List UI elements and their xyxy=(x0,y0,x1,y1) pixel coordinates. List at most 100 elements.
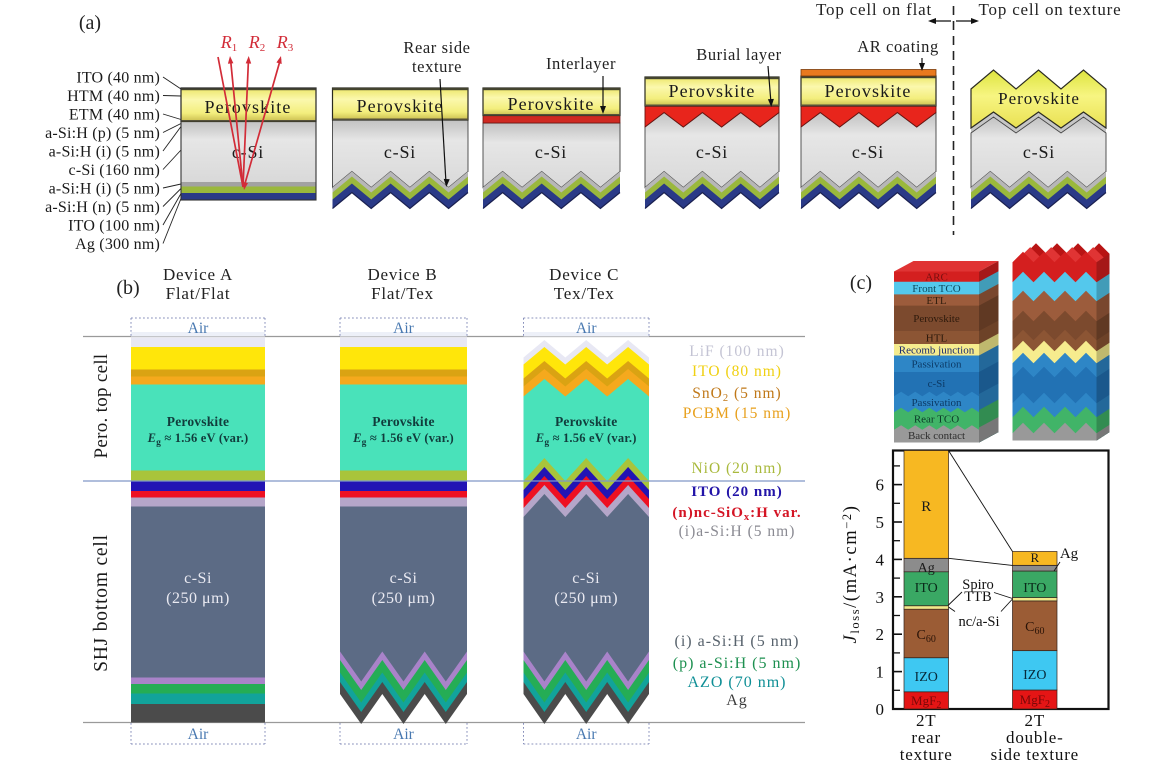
svg-text:R: R xyxy=(921,499,931,515)
svg-text:R3: R3 xyxy=(276,32,294,54)
svg-text:Air: Air xyxy=(188,726,210,743)
svg-text:Perovskite: Perovskite xyxy=(913,313,960,325)
svg-text:texture: texture xyxy=(900,745,953,764)
svg-text:SHJ bottom cell: SHJ bottom cell xyxy=(91,534,112,672)
svg-text:Perovskite: Perovskite xyxy=(825,81,912,101)
svg-text:Eg ≈ 1.56 eV (var.): Eg ≈ 1.56 eV (var.) xyxy=(352,431,454,448)
svg-text:texture: texture xyxy=(412,57,462,76)
svg-text:Spiro: Spiro xyxy=(962,577,993,593)
svg-text:HTL: HTL xyxy=(926,332,948,344)
svg-text:Ag (300 nm): Ag (300 nm) xyxy=(75,236,160,253)
svg-text:a-Si:H (i) (5 nm): a-Si:H (i) (5 nm) xyxy=(49,181,160,198)
svg-text:Air: Air xyxy=(576,726,598,743)
svg-text:(i)a-Si:H (5 nm): (i)a-Si:H (5 nm) xyxy=(679,523,796,540)
svg-text:(n)nc-SiOx:H var.: (n)nc-SiOx:H var. xyxy=(672,505,801,523)
svg-text:c-Si: c-Si xyxy=(928,378,946,390)
svg-text:Front TCO: Front TCO xyxy=(912,283,960,295)
svg-text:(250 μm): (250 μm) xyxy=(372,590,436,607)
svg-text:Passivation: Passivation xyxy=(911,359,962,371)
svg-text:Tex/Tex: Tex/Tex xyxy=(554,284,615,303)
svg-text:(c): (c) xyxy=(850,272,872,294)
svg-text:Passivation: Passivation xyxy=(911,397,962,409)
svg-text:R2: R2 xyxy=(248,32,266,54)
svg-text:ETM (40 nm): ETM (40 nm) xyxy=(69,107,160,124)
svg-text:IZO: IZO xyxy=(1023,668,1046,683)
svg-text:(250 μm): (250 μm) xyxy=(554,590,618,607)
svg-text:Top cell on flat: Top cell on flat xyxy=(816,0,932,19)
svg-text:Flat/Flat: Flat/Flat xyxy=(166,284,231,303)
svg-text:ITO (40 nm): ITO (40 nm) xyxy=(76,70,160,87)
svg-text:R: R xyxy=(1030,550,1039,565)
svg-text:Recomb junction: Recomb junction xyxy=(899,345,975,357)
svg-text:ITO (20 nm): ITO (20 nm) xyxy=(691,484,783,500)
svg-text:double-: double- xyxy=(1006,728,1064,747)
svg-text:c-Si: c-Si xyxy=(535,142,567,162)
svg-text:c-Si: c-Si xyxy=(572,570,600,587)
svg-text:Eg ≈ 1.56 eV (var.): Eg ≈ 1.56 eV (var.) xyxy=(535,431,637,448)
svg-text:Air: Air xyxy=(393,726,415,743)
svg-text:Perovskite: Perovskite xyxy=(555,414,618,429)
svg-text:c-Si: c-Si xyxy=(852,142,884,162)
svg-text:c-Si: c-Si xyxy=(1023,142,1055,162)
svg-text:Eg ≈ 1.56 eV (var.): Eg ≈ 1.56 eV (var.) xyxy=(147,431,249,448)
svg-text:Top cell on texture: Top cell on texture xyxy=(979,0,1122,19)
svg-text:Air: Air xyxy=(188,320,210,337)
svg-text:ITO (80 nm): ITO (80 nm) xyxy=(692,363,782,380)
svg-text:TTB: TTB xyxy=(964,589,991,605)
svg-text:3: 3 xyxy=(876,588,885,607)
svg-text:Ag: Ag xyxy=(1060,546,1079,562)
svg-text:(b): (b) xyxy=(116,277,139,299)
svg-text:Device A: Device A xyxy=(163,265,233,284)
svg-text:ITO: ITO xyxy=(1023,581,1046,596)
svg-text:side texture: side texture xyxy=(991,745,1079,764)
svg-text:IZO: IZO xyxy=(915,670,938,685)
svg-text:a-Si:H (p) (5 nm): a-Si:H (p) (5 nm) xyxy=(45,125,160,142)
svg-text:MgF2: MgF2 xyxy=(1020,692,1050,710)
svg-text:ARC: ARC xyxy=(925,271,948,283)
svg-text:c-Si: c-Si xyxy=(390,570,418,587)
svg-text:c-Si: c-Si xyxy=(184,570,212,587)
svg-text:PCBM (15 nm): PCBM (15 nm) xyxy=(683,405,791,422)
svg-text:Jloss/(mA·cm−2): Jloss/(mA·cm−2) xyxy=(840,505,862,644)
svg-text:NiO (20 nm): NiO (20 nm) xyxy=(691,460,782,477)
svg-text:rear: rear xyxy=(911,728,941,747)
svg-text:Interlayer: Interlayer xyxy=(546,54,616,73)
svg-text:Perovskite: Perovskite xyxy=(357,96,444,116)
svg-text:ETL: ETL xyxy=(926,295,946,307)
svg-text:Perovskite: Perovskite xyxy=(508,94,595,114)
svg-text:Air: Air xyxy=(576,320,598,337)
svg-text:a-Si:H (n) (5 nm): a-Si:H (n) (5 nm) xyxy=(45,199,160,216)
svg-text:R1: R1 xyxy=(220,32,238,54)
svg-text:(i) a-Si:H (5 nm): (i) a-Si:H (5 nm) xyxy=(675,633,800,650)
svg-text:(p) a-Si:H (5 nm): (p) a-Si:H (5 nm) xyxy=(673,655,802,672)
svg-text:Ag: Ag xyxy=(726,692,748,709)
svg-text:c-Si: c-Si xyxy=(384,142,416,162)
svg-text:4: 4 xyxy=(876,550,885,569)
svg-text:Ag: Ag xyxy=(918,561,935,576)
svg-text:ITO (100 nm): ITO (100 nm) xyxy=(68,218,160,235)
svg-text:HTM (40 nm): HTM (40 nm) xyxy=(67,88,160,105)
svg-text:AZO (70 nm): AZO (70 nm) xyxy=(688,674,787,691)
svg-text:LiF (100 nm): LiF (100 nm) xyxy=(689,343,785,360)
svg-text:Burial layer: Burial layer xyxy=(696,45,782,64)
svg-text:Perovskite: Perovskite xyxy=(372,414,435,429)
svg-text:2T: 2T xyxy=(1025,711,1045,730)
svg-text:Device B: Device B xyxy=(367,265,437,284)
svg-text:1: 1 xyxy=(876,663,885,682)
svg-text:Rear TCO: Rear TCO xyxy=(914,414,959,426)
svg-text:Device C: Device C xyxy=(549,265,619,284)
svg-text:Perovskite: Perovskite xyxy=(998,89,1080,108)
svg-text:ITO: ITO xyxy=(915,581,938,596)
svg-text:6: 6 xyxy=(876,476,885,495)
svg-text:MgF2: MgF2 xyxy=(911,693,941,711)
svg-text:Perovskite: Perovskite xyxy=(167,414,230,429)
svg-text:Air: Air xyxy=(393,320,415,337)
svg-text:Back contact: Back contact xyxy=(908,430,965,442)
svg-text:Rear side: Rear side xyxy=(403,38,470,57)
svg-text:nc/a-Si: nc/a-Si xyxy=(958,614,999,630)
svg-text:5: 5 xyxy=(876,513,885,532)
svg-text:SnO2 (5 nm): SnO2 (5 nm) xyxy=(692,385,781,404)
svg-text:Perovskite: Perovskite xyxy=(205,97,292,117)
svg-text:c-Si: c-Si xyxy=(696,142,728,162)
svg-text:0: 0 xyxy=(876,700,885,719)
